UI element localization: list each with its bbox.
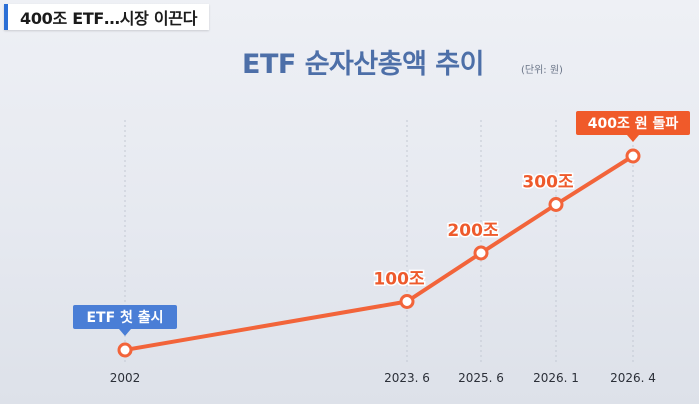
callout-box-milestone xyxy=(576,111,690,135)
x-tick-label: 2026. 1 xyxy=(533,371,579,385)
callout-pointer xyxy=(627,135,639,142)
callout-label-launch: ETF 첫 출시 xyxy=(86,309,163,326)
callout-pointer xyxy=(119,329,131,336)
data-label: 200조 xyxy=(447,221,498,241)
unit-label: (단위: 원) xyxy=(521,65,563,76)
callout-box-launch xyxy=(73,305,177,329)
data-point xyxy=(399,294,415,309)
data-point xyxy=(625,148,641,164)
x-tick-label: 2023. 6 xyxy=(384,371,430,385)
callout-label-milestone: 400조 원 돌파 xyxy=(588,116,679,132)
data-point xyxy=(117,342,133,358)
data-label: 100조 xyxy=(373,270,424,290)
x-tick-label: 2002 xyxy=(110,371,141,385)
x-tick-label: 2026. 4 xyxy=(610,371,656,385)
data-point xyxy=(473,245,489,261)
x-tick-label: 2025. 6 xyxy=(458,371,504,385)
data-label: 300조 xyxy=(522,173,573,193)
data-point xyxy=(548,197,564,212)
chart-title: ETF 순자산총액 추이 xyxy=(242,49,485,80)
headline-banner: 400조 ETF…시장 이끈다 xyxy=(4,4,210,30)
